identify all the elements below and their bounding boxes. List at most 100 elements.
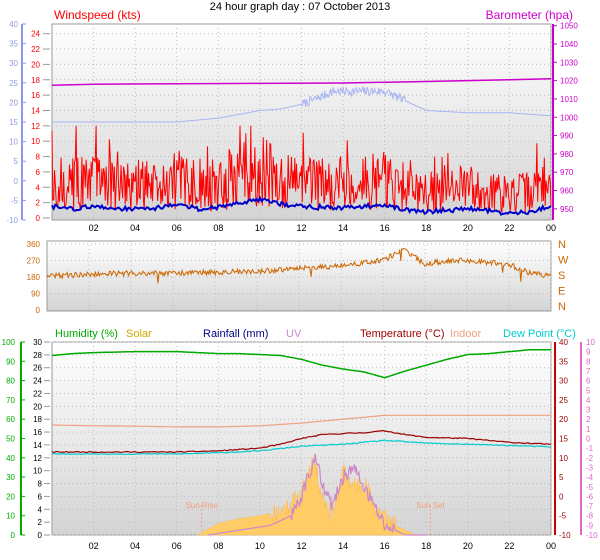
inner-axis-tick-label: 20 [31, 60, 40, 69]
barometer-tick-label: 980 [560, 150, 574, 159]
temperature-tick-label: 20 [559, 415, 568, 424]
direction-tick-label: 90 [31, 290, 40, 299]
x-tick-label: 04 [130, 223, 140, 233]
x-tick-label: 10 [255, 541, 265, 551]
inner-axis-tick-label: 0 [36, 214, 41, 223]
x-tick-label: 20 [463, 223, 473, 233]
uv-tick-label: 0 [586, 435, 591, 444]
windspeed-axis-title: Windspeed (kts) [54, 8, 141, 22]
uv-tick-label: -2 [586, 454, 594, 463]
uv-tick-label: 6 [586, 377, 591, 386]
x-tick-label: 10 [255, 223, 265, 233]
rainfall-tick-label: 2 [38, 518, 43, 527]
temperature-tick-label: 25 [559, 396, 568, 405]
temperature-tick-label: 35 [559, 357, 568, 366]
temperature-tick-label: 15 [559, 435, 568, 444]
uv-tick-label: 4 [586, 396, 591, 405]
outer-axis-tick-label: 20 [9, 98, 18, 107]
x-tick-label: 06 [172, 223, 182, 233]
barometer-tick-label: 1000 [560, 113, 578, 122]
x-tick-label: 12 [296, 541, 306, 551]
uv-tick-label: -5 [586, 483, 594, 492]
x-tick-label: 22 [504, 223, 514, 233]
outer-axis-tick-label: 35 [9, 40, 18, 49]
inner-axis-tick-label: 18 [31, 76, 40, 85]
uv-tick-label: 2 [586, 415, 591, 424]
rainfall-tick-label: 28 [33, 351, 42, 360]
rainfall-tick-label: 20 [33, 402, 42, 411]
rainfall-tick-label: 8 [38, 480, 43, 489]
gust-line [52, 85, 552, 123]
inner-axis-tick-label: 22 [31, 45, 40, 54]
inner-axis-tick-label: 4 [36, 183, 41, 192]
outer-axis-tick-label: -10 [6, 216, 18, 225]
temperature-humidity-chart: 0102030405060708090100024681012141618202… [2, 328, 598, 551]
x-tick-label: 06 [172, 541, 182, 551]
humidity-tick-label: 70 [6, 396, 15, 405]
x-tick-label: 16 [380, 541, 390, 551]
humidity-tick-label: 90 [6, 357, 15, 366]
direction-tick-label: 0 [36, 306, 41, 315]
rainfall-tick-label: 4 [38, 505, 43, 514]
temperature-tick-label: 10 [559, 454, 568, 463]
rainfall-tick-label: 12 [33, 454, 42, 463]
uv-tick-label: 1 [586, 425, 591, 434]
dew-point-line [51, 439, 552, 456]
x-tick-label: 20 [463, 541, 473, 551]
barometer-tick-label: 1030 [560, 58, 578, 67]
legend-entry: Temperature (°C) [360, 328, 444, 340]
humidity-tick-label: 10 [6, 512, 15, 521]
legend-entry: Dew Point (°C) [503, 328, 576, 340]
uv-tick-label: 10 [586, 338, 595, 347]
rainfall-tick-label: 16 [33, 428, 42, 437]
barometer-tick-label: 1040 [560, 40, 578, 49]
x-tick-label: 14 [338, 223, 348, 233]
x-tick-label: 02 [89, 223, 99, 233]
legend-entry: Rainfall (mm) [203, 328, 268, 340]
rainfall-tick-label: 14 [33, 441, 42, 450]
uv-tick-label: -8 [586, 512, 594, 521]
humidity-tick-label: 20 [6, 492, 15, 501]
windspeed-line [51, 125, 552, 214]
outer-axis-tick-label: 5 [14, 157, 19, 166]
rainfall-tick-label: 18 [33, 415, 42, 424]
temperature-tick-label: 5 [559, 473, 564, 482]
rainfall-tick-label: 26 [33, 364, 42, 373]
temperature-tick-label: 0 [559, 492, 564, 501]
inner-axis-tick-label: 12 [31, 122, 40, 131]
rainfall-tick-label: 24 [33, 377, 42, 386]
humidity-tick-label: 30 [6, 473, 15, 482]
x-tick-label: 22 [504, 541, 514, 551]
uv-tick-label: -7 [586, 502, 594, 511]
direction-tick-label: 270 [27, 257, 41, 266]
humidity-tick-label: 60 [6, 415, 15, 424]
rainfall-tick-label: 10 [33, 467, 42, 476]
barometer-tick-label: 990 [560, 132, 574, 141]
wind-direction-line [46, 247, 552, 284]
barometer-axis-title: Barometer (hpa) [486, 8, 573, 22]
uv-tick-label: -3 [586, 463, 594, 472]
outer-axis-tick-label: -5 [11, 196, 19, 205]
inner-axis-tick-label: 24 [31, 30, 40, 39]
humidity-tick-label: 80 [6, 377, 15, 386]
direction-tick-label: 360 [27, 240, 41, 249]
temperature-line [51, 429, 552, 454]
page-title: 24 hour graph day : 07 October 2013 [210, 1, 390, 13]
uv-line [207, 453, 427, 536]
uv-tick-label: 7 [586, 367, 591, 376]
wind-barometer-chart: -10-505101520253035400246810121416182022… [6, 8, 578, 233]
average-wind-line [51, 195, 552, 216]
barometer-tick-label: 950 [560, 205, 574, 214]
compass-label: N [558, 239, 566, 251]
dir-plot-area [46, 240, 552, 312]
humidity-tick-label: 40 [6, 454, 15, 463]
outer-axis-tick-label: 40 [9, 20, 18, 29]
outer-axis-tick-label: 25 [9, 79, 18, 88]
temperature-tick-label: 30 [559, 377, 568, 386]
humidity-tick-label: 0 [11, 531, 16, 540]
x-tick-label: 16 [380, 223, 390, 233]
outer-axis-tick-label: 10 [9, 138, 18, 147]
x-tick-label: 02 [89, 541, 99, 551]
